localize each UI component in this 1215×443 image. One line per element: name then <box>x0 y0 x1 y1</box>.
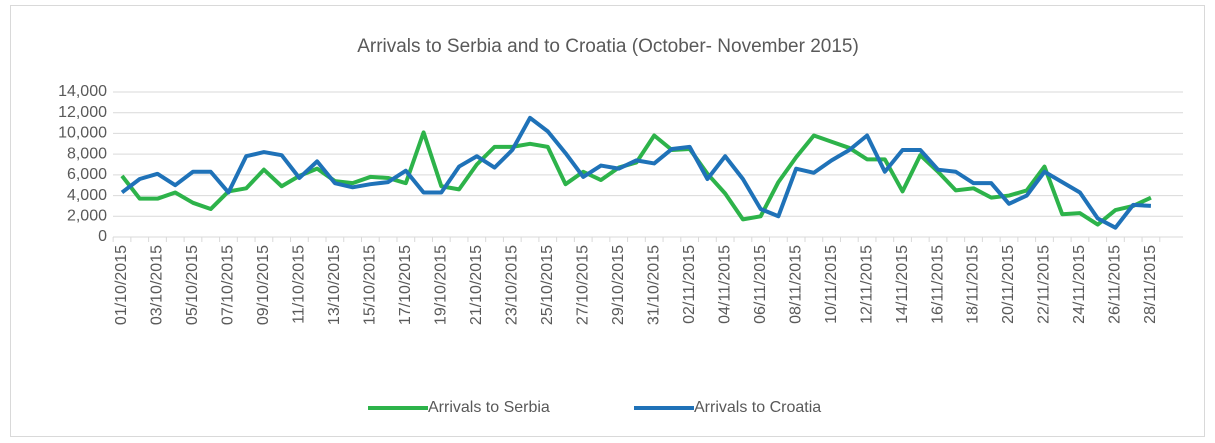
chart-border <box>10 5 1205 437</box>
x-tick-label: 06/11/2015 <box>752 245 769 324</box>
y-tick-label: 14,000 <box>58 83 107 100</box>
x-tick-label: 24/11/2015 <box>1071 245 1088 324</box>
x-tick-label: 07/10/2015 <box>220 245 237 325</box>
y-tick-label: 8,000 <box>67 145 107 162</box>
x-tick-label: 19/10/2015 <box>433 245 450 325</box>
series-line <box>120 115 1152 230</box>
y-tick-label: 10,000 <box>58 125 107 142</box>
x-tick-label: 12/11/2015 <box>858 245 875 324</box>
chart-title: Arrivals to Serbia and to Croatia (Octob… <box>357 36 859 57</box>
x-tick-label: 16/11/2015 <box>929 245 946 324</box>
x-tick-label: 04/11/2015 <box>716 245 733 324</box>
y-tick-label: 4,000 <box>67 187 107 204</box>
x-tick-label: 29/10/2015 <box>610 245 627 325</box>
x-tick-label: 17/10/2015 <box>397 245 414 325</box>
x-tick-label: 03/10/2015 <box>149 245 166 325</box>
x-tick-label: 25/10/2015 <box>539 245 556 325</box>
x-tick-label: 23/10/2015 <box>503 245 520 325</box>
y-tick-label: 0 <box>98 228 107 245</box>
x-tick-label: 13/10/2015 <box>326 245 343 325</box>
y-tick-label: 12,000 <box>58 104 107 121</box>
x-tick-label: 21/10/2015 <box>468 245 485 325</box>
legend-label: Arrivals to Croatia <box>694 399 821 416</box>
x-tick-label: 14/11/2015 <box>894 245 911 324</box>
x-tick-label: 27/10/2015 <box>574 245 591 325</box>
x-tick-label: 22/11/2015 <box>1036 245 1053 324</box>
x-tick-label: 28/11/2015 <box>1142 245 1159 324</box>
x-tick-label: 05/10/2015 <box>184 245 201 325</box>
y-tick-label: 2,000 <box>67 208 107 225</box>
legend-label: Arrivals to Serbia <box>428 399 550 416</box>
x-tick-label: 08/11/2015 <box>787 245 804 324</box>
x-tick-label: 09/10/2015 <box>255 245 272 325</box>
x-tick-label: 31/10/2015 <box>645 245 662 325</box>
x-tick-label: 10/11/2015 <box>823 245 840 324</box>
x-tick-label: 26/11/2015 <box>1107 245 1124 324</box>
x-tick-label: 18/11/2015 <box>965 245 982 324</box>
x-tick-label: 20/11/2015 <box>1000 245 1017 324</box>
x-tick-label: 02/11/2015 <box>681 245 698 324</box>
x-tick-label: 01/10/2015 <box>113 245 130 325</box>
y-tick-label: 6,000 <box>67 166 107 183</box>
x-tick-label: 11/10/2015 <box>291 245 308 324</box>
x-tick-label: 15/10/2015 <box>362 245 379 325</box>
